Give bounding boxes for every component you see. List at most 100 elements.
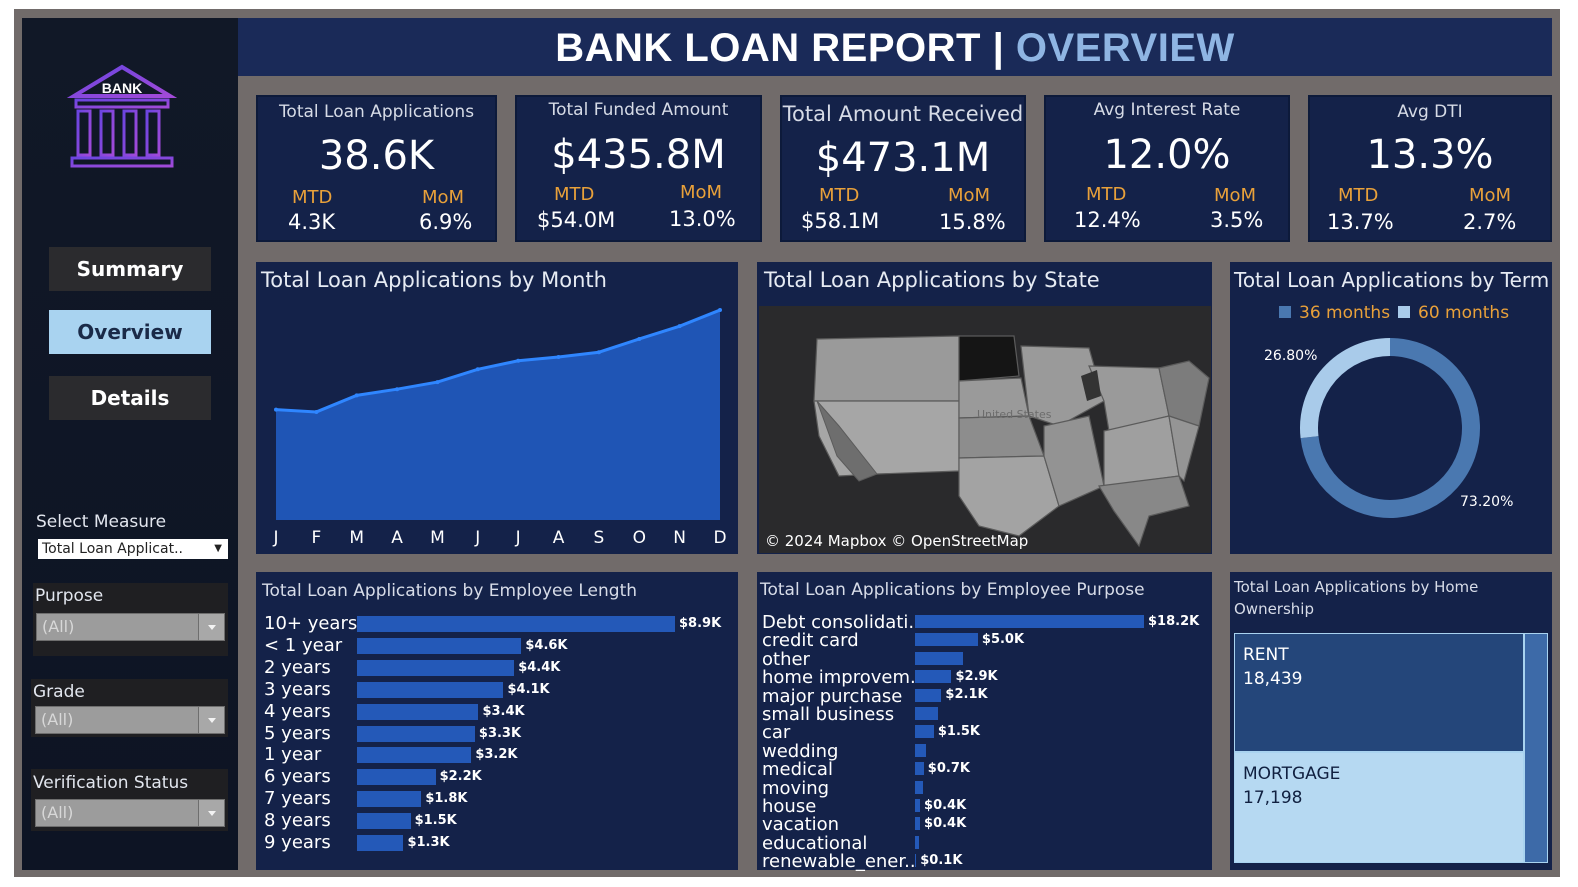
- month-point[interactable]: [596, 350, 601, 355]
- purpose-dropdown[interactable]: (All): [36, 613, 225, 641]
- month-point[interactable]: [556, 354, 561, 359]
- chevron-down-icon[interactable]: [198, 800, 224, 826]
- bar[interactable]: [357, 747, 472, 764]
- month-point[interactable]: [516, 358, 521, 363]
- kpi-title: Total Amount Received: [782, 102, 1024, 126]
- purpose-dropdown-value: (All): [42, 617, 75, 636]
- bar-value-label: $2.2K: [439, 769, 482, 785]
- month-point[interactable]: [637, 336, 642, 341]
- verification-dropdown-value: (All): [41, 803, 74, 822]
- bar-category-label: home improvem..: [762, 667, 922, 689]
- bar[interactable]: [357, 616, 675, 632]
- treemap-rent-label: RENT: [1243, 645, 1289, 665]
- bar-category-label: house: [762, 796, 817, 817]
- bar[interactable]: [915, 670, 952, 684]
- month-point[interactable]: [435, 380, 440, 385]
- bar-category-label: 4 years: [264, 700, 331, 722]
- chevron-down-icon[interactable]: [198, 707, 224, 733]
- bar-category-label: wedding: [762, 740, 839, 762]
- bar[interactable]: [357, 681, 504, 698]
- details-button[interactable]: Details: [49, 376, 211, 420]
- kpi-card-total-amount-received: Total Amount Received $473.1M MTD MoM $5…: [780, 95, 1026, 242]
- bar[interactable]: [915, 725, 934, 739]
- legend-swatch-60: [1398, 306, 1410, 318]
- bar-value-label: $2.1K: [945, 687, 988, 703]
- kpi-title: Total Funded Amount: [548, 100, 729, 120]
- legend-label-60: 60 months: [1418, 303, 1510, 323]
- page-title: BANK LOAN REPORT | OVERVIEW: [238, 26, 1552, 71]
- bar[interactable]: [915, 743, 927, 757]
- bar-value-label: $0.4K: [924, 797, 967, 813]
- month-point[interactable]: [475, 367, 480, 372]
- bar[interactable]: [915, 762, 924, 776]
- kpi-title: Avg DTI: [1397, 102, 1463, 122]
- grade-dropdown[interactable]: (All): [35, 706, 225, 734]
- bar[interactable]: [915, 688, 942, 702]
- kpi-mom-label: MoM: [948, 185, 991, 206]
- treemap-rent[interactable]: RENT 18,439: [1234, 633, 1524, 752]
- logo-text: BANK: [102, 80, 142, 96]
- kpi-mtd-label: MTD: [1338, 185, 1379, 206]
- month-point[interactable]: [274, 407, 278, 412]
- verification-status-dropdown[interactable]: (All): [35, 799, 225, 827]
- month-point[interactable]: [718, 308, 722, 313]
- kpi-mom-label: MoM: [422, 187, 465, 208]
- bar[interactable]: [915, 707, 938, 720]
- map-country-label: United States: [977, 408, 1052, 421]
- kpi-card-avg-interest-rate: Avg Interest Rate 12.0% MTD MoM 12.4% 3.…: [1044, 95, 1290, 242]
- donut-slice[interactable]: [1300, 338, 1480, 518]
- bar[interactable]: [915, 817, 921, 831]
- title-main: BANK LOAN REPORT |: [555, 26, 1016, 70]
- verification-status-label: Verification Status: [33, 773, 189, 793]
- summary-button[interactable]: Summary: [49, 247, 211, 291]
- bar-category-label: 1 year: [264, 744, 322, 766]
- month-tick-label: D: [713, 528, 727, 548]
- chevron-down-icon[interactable]: [198, 614, 224, 640]
- month-point[interactable]: [354, 393, 359, 398]
- treemap-mortgage[interactable]: MORTGAGE 17,198: [1234, 752, 1524, 863]
- treemap-mortgage-label: MORTGAGE: [1243, 764, 1341, 784]
- bar-value-label: $1.5K: [414, 813, 457, 829]
- bar[interactable]: [357, 703, 479, 720]
- bar-value-label: $0.4K: [924, 815, 967, 831]
- treemap-mortgage-value: 17,198: [1243, 788, 1303, 808]
- bar[interactable]: [915, 854, 917, 868]
- month-tick-label: F: [311, 528, 322, 548]
- overview-button[interactable]: Overview: [49, 310, 211, 354]
- donut-slice[interactable]: [1300, 338, 1391, 439]
- kpi-title: Total Loan Applications: [278, 102, 475, 122]
- kpi-title: Avg Interest Rate: [1093, 100, 1241, 120]
- bar[interactable]: [357, 637, 522, 654]
- bar[interactable]: [915, 651, 963, 665]
- bar[interactable]: [915, 835, 919, 849]
- month-tick-label: J: [273, 528, 279, 548]
- bar-category-label: 9 years: [264, 832, 331, 853]
- month-point[interactable]: [395, 387, 400, 392]
- term-chart-title: Total Loan Applications by Term: [1234, 268, 1550, 292]
- term-donut-chart: [1300, 338, 1480, 518]
- bar[interactable]: [357, 791, 422, 808]
- treemap-other[interactable]: [1524, 633, 1548, 863]
- kpi-mom-value: 13.0%: [669, 207, 736, 231]
- bar[interactable]: [357, 835, 404, 851]
- bar[interactable]: [357, 813, 411, 830]
- bar[interactable]: [357, 769, 436, 786]
- month-point[interactable]: [314, 409, 319, 414]
- month-tick-label: M: [430, 528, 445, 548]
- bar[interactable]: [915, 633, 978, 647]
- bar[interactable]: [357, 659, 515, 676]
- month-area-chart: [274, 308, 722, 520]
- us-state-map[interactable]: United States: [759, 306, 1211, 553]
- bar[interactable]: [357, 725, 475, 742]
- measure-dropdown[interactable]: Total Loan Applicat.. ▼: [38, 539, 228, 559]
- kpi-mtd-label: MTD: [292, 187, 333, 208]
- bar-value-label: $3.2K: [475, 747, 518, 763]
- bar[interactable]: [915, 780, 923, 794]
- month-tick-label: M: [349, 528, 365, 548]
- bar[interactable]: [915, 615, 1144, 628]
- bar[interactable]: [915, 799, 921, 812]
- kpi-mtd-value: $54.0M: [537, 208, 616, 232]
- bar-category-label: major purchase: [762, 685, 903, 707]
- kpi-value: $435.8M: [551, 132, 726, 178]
- month-point[interactable]: [677, 324, 682, 329]
